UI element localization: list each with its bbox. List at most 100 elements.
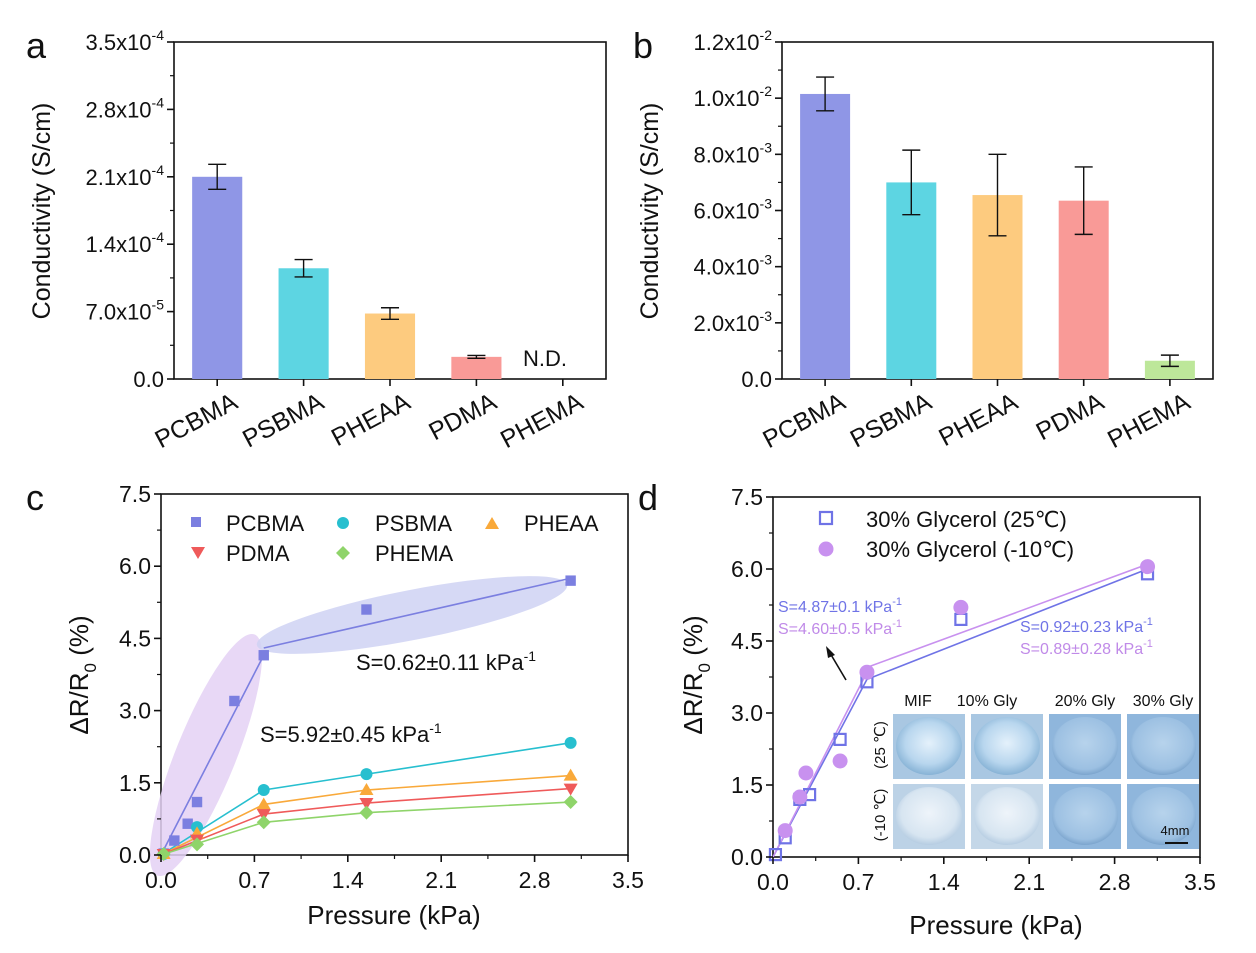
point-pcbma — [182, 818, 193, 829]
inset-row-m10c: (-10 ℃) — [872, 789, 889, 842]
point-30-glycerol-10- — [953, 599, 969, 615]
y-tick-label: 1.4x10-4 — [85, 229, 164, 257]
error-bars-a — [208, 163, 486, 359]
bar-pcbma — [800, 93, 851, 380]
point-30-glycerol-10- — [832, 753, 848, 769]
legend-c: PCBMA PSBMA PHEAA PDMA PHEMA — [191, 511, 599, 566]
y-axis-label-c: ΔR/R0 (%) — [64, 615, 100, 734]
point-psbma — [360, 768, 373, 781]
fit-line-pheaa — [160, 774, 571, 856]
bar-pheaa — [364, 313, 416, 379]
point-pheaa — [359, 783, 374, 796]
point-pcbma — [258, 650, 269, 661]
point-pcbma — [169, 835, 180, 846]
bar-pdma — [451, 356, 502, 379]
x-tick-label: 3.5 — [1184, 869, 1216, 895]
inset-photos: MIF 10% Gly 20% Gly 30% Gly (25 ℃) (-10 … — [872, 693, 1199, 849]
point-30-glycerol-10- — [798, 765, 814, 781]
point-pheaa — [256, 797, 271, 810]
point-30-glycerol-25- — [768, 847, 783, 862]
y-tick-label: 3.0 — [731, 700, 763, 726]
disc-30gly-25c — [1130, 717, 1196, 775]
y-tick-label: 3.0 — [119, 698, 151, 724]
point-pcbma — [229, 695, 240, 707]
y-ticks-d: 0.0 1.5 3.0 4.5 6.0 7.5 — [731, 484, 773, 870]
disc-10gly-m10c — [974, 787, 1040, 845]
inset-col-mif: MIF — [904, 693, 932, 710]
y-tick-label: 3.5x10-4 — [85, 27, 164, 55]
point-pcbma — [565, 575, 576, 586]
y-tick-label: 7.5 — [119, 481, 151, 507]
y-tick-label: 1.5 — [731, 772, 763, 798]
point-psbma — [564, 736, 577, 749]
point-30-glycerol-10- — [1140, 559, 1156, 575]
annotation-slope-flat: S=0.62±0.11 kPa-1 — [356, 648, 536, 675]
x-category-label: PHEMA — [1103, 387, 1195, 454]
x-tick-label: 1.4 — [332, 867, 364, 893]
x-ticks-c: 0.0 0.7 1.4 2.1 2.8 3.5 — [145, 855, 644, 893]
point-phema — [359, 805, 374, 820]
x-tick-label: 0.7 — [842, 869, 874, 895]
bar-pcbma — [192, 176, 243, 379]
panel-b: b 0.0 2.0x10-3 4.0x10-3 6.0x10-3 8.0x10-3 1.0… — [633, 25, 1214, 454]
y-tick-label: 6.0 — [731, 556, 763, 582]
y-tick-label: 4.5 — [731, 628, 763, 654]
y-axis-label-d: ΔR/R0 (%) — [678, 615, 714, 734]
data-points-d — [768, 559, 1156, 862]
panel-a: a 0.0 7.0x10-5 1.4x10-4 2.1x10-4 2.8x10-4 3.5… — [26, 25, 607, 454]
fit-line-30-glycerol-10- — [866, 563, 1148, 669]
y-tick-label: 2.1x10-4 — [85, 162, 164, 190]
point-phema — [256, 815, 271, 830]
bar-phema — [1144, 360, 1195, 379]
point-psbma — [257, 784, 270, 797]
point-pdma — [563, 783, 578, 796]
legend-marker-pheaa — [485, 517, 499, 529]
inset-row-25c: (25 ℃) — [872, 721, 889, 769]
x-tick-label: 2.8 — [1099, 869, 1131, 895]
point-pcbma — [191, 796, 203, 808]
bars-b — [800, 93, 1195, 380]
x-category-label: PHEAA — [327, 387, 415, 452]
legend-marker-pdma — [191, 547, 205, 559]
y-tick-label: 0.0 — [119, 842, 151, 868]
legend-label-pdma: PDMA — [226, 541, 290, 566]
y-tick-label: 4.0x10-3 — [693, 252, 772, 280]
point-30-glycerol-10- — [792, 789, 808, 805]
point-pdma — [359, 798, 374, 811]
legend-label-psbma: PSBMA — [375, 511, 452, 536]
x-tick-label: 2.1 — [425, 867, 457, 893]
panel-label-a: a — [26, 25, 47, 66]
x-ticks-d: 0.0 0.7 1.4 2.1 2.8 3.5 — [757, 857, 1216, 895]
legend-label-pcbma: PCBMA — [226, 511, 305, 536]
disc-20gly-25c — [1052, 717, 1118, 775]
legend-marker-pcbma — [191, 517, 201, 527]
point-30-glycerol-10- — [859, 664, 875, 680]
panel-label-b: b — [633, 25, 653, 66]
error-bars-b — [816, 76, 1179, 368]
legend-label-25c: 30% Glycerol (25℃) — [866, 507, 1067, 532]
legend-marker-phema — [336, 546, 350, 560]
y-tick-label: 7.5 — [731, 484, 763, 510]
x-tick-label: 1.4 — [928, 869, 960, 895]
y-tick-label: 0.0 — [741, 367, 772, 392]
y-tick-label: 6.0x10-3 — [693, 196, 772, 224]
scale-bar-label: 4mm — [1161, 823, 1190, 838]
fit-line-pcbma — [263, 577, 571, 649]
panel-c: c 0.0 0.7 1.4 2.1 2.8 3.5 0.01.53.04.56.07.5 … — [26, 477, 644, 930]
x-tick-label: 3.5 — [612, 867, 644, 893]
x-tick-label: 2.1 — [1013, 869, 1045, 895]
inset-col-30gly: 30% Gly — [1133, 693, 1193, 710]
y-tick-label: 1.2x10-2 — [693, 27, 772, 55]
inset-col-10gly: 10% Gly — [957, 693, 1017, 710]
panel-label-d: d — [638, 477, 658, 518]
y-tick-label: 7.0x10-5 — [85, 297, 164, 325]
x-category-label: PSBMA — [238, 387, 329, 453]
y-axis-label-a: Conductivity (S/cm) — [28, 103, 56, 320]
disc-20gly-m10c — [1052, 787, 1118, 845]
bars-a — [192, 176, 502, 379]
legend-marker-minus10c — [818, 541, 834, 557]
x-category-label: PCBMA — [150, 387, 242, 454]
panel-d: d 0.0 0.7 1.4 2.1 2.8 3.5 0.01.53.04.56.07.5 … — [638, 477, 1216, 940]
